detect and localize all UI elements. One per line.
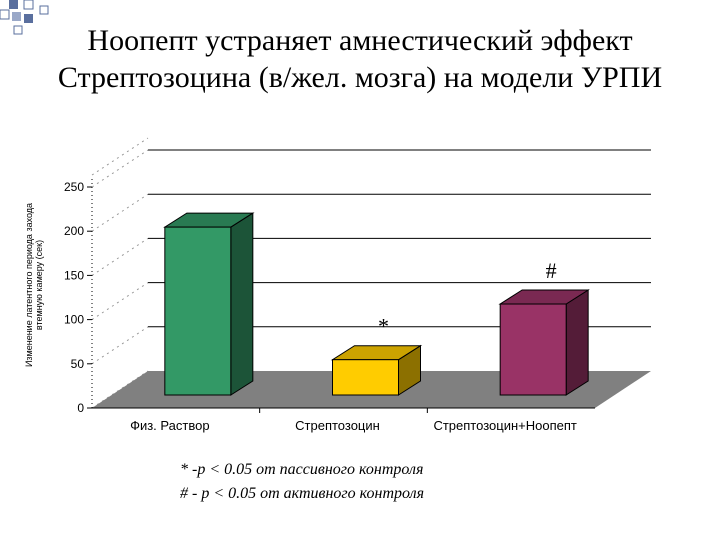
y-tick-label: 200 bbox=[64, 224, 84, 238]
y-tick-label: 150 bbox=[64, 268, 84, 282]
bar-side bbox=[565, 289, 589, 396]
slide-title-line-2: Стрептозоцина (в/жел. мозга) на модели У… bbox=[57, 61, 663, 94]
bar bbox=[164, 226, 232, 396]
footnote-passive-control: * -p < 0.05 от пассивного контроля bbox=[180, 461, 424, 478]
slide-title-line-1: Ноопепт устраняет амнестический эффект bbox=[87, 24, 633, 57]
gridline-depth bbox=[91, 149, 149, 188]
gridline-depth bbox=[91, 370, 149, 409]
gridline-depth bbox=[91, 237, 149, 276]
significance-marker: * bbox=[378, 314, 389, 339]
decorative-squares bbox=[0, 0, 49, 35]
gridline-depth bbox=[91, 193, 149, 232]
footnotes: * -p < 0.05 от пассивного контроля # - p… bbox=[180, 458, 424, 506]
y-tick-label: 50 bbox=[71, 357, 85, 371]
category-label: Физ. Раствор bbox=[130, 418, 209, 433]
gridline-depth bbox=[91, 137, 149, 176]
y-axis-title: втемную камеру (сек) bbox=[34, 240, 44, 330]
category-label: Стрептозоцин+Ноопепт bbox=[433, 418, 576, 433]
bar-side bbox=[230, 212, 254, 396]
y-tick-label: 100 bbox=[64, 313, 84, 327]
footnote-active-control: # - p < 0.05 от активного контроля bbox=[180, 485, 425, 502]
y-tick-label: 250 bbox=[64, 180, 84, 194]
gridline-depth bbox=[91, 326, 149, 365]
category-label: Стрептозоцин bbox=[295, 418, 380, 433]
y-tick-label: 0 bbox=[77, 401, 84, 415]
bar bbox=[332, 359, 399, 396]
significance-marker: # bbox=[546, 258, 557, 283]
bar bbox=[499, 303, 567, 396]
y-axis-title: Изменение латентного периода захода bbox=[24, 203, 34, 367]
gridline-depth bbox=[91, 282, 149, 321]
slide-title: Ноопепт устраняет амнестический эффект С… bbox=[0, 22, 720, 96]
